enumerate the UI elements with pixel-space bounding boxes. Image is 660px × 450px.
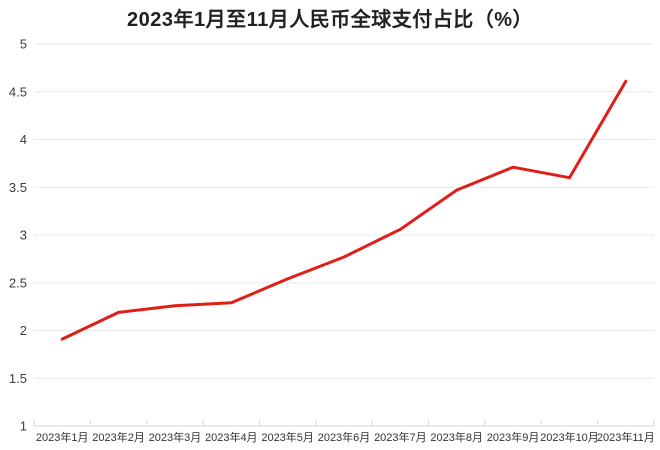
chart-title: 2023年1月至11月人民币全球支付占比（%） <box>126 9 534 31</box>
x-axis-tick-label: 2023年4月 <box>205 430 258 444</box>
x-axis-tick-label: 2023年3月 <box>149 430 202 444</box>
y-axis-tick-label: 2 <box>20 323 27 338</box>
x-axis-tick-label: 2023年6月 <box>318 430 371 444</box>
y-axis-tick-label: 3 <box>20 228 27 243</box>
x-axis-tick-label: 2023年11月 <box>597 430 655 444</box>
x-axis-tick-label: 2023年9月 <box>487 430 540 444</box>
y-axis-tick-label: 5 <box>20 37 27 52</box>
y-axis-tick-label: 3.5 <box>9 180 27 195</box>
series-line-rmb-payment-share <box>60 79 628 341</box>
x-axis-tick-label: 2023年10月 <box>540 430 599 444</box>
x-axis-tick-label: 2023年8月 <box>430 430 483 444</box>
y-axis-tick-label: 1.5 <box>9 371 27 386</box>
y-axis-tick-label: 2.5 <box>9 275 27 290</box>
x-axis-tick-label: 2023年5月 <box>261 430 314 444</box>
x-axis-tick-label: 2023年1月 <box>36 430 89 444</box>
x-axis-tick-label: 2023年7月 <box>374 430 427 444</box>
y-axis-tick-label: 4.5 <box>9 84 27 99</box>
x-axis-tick-label: 2023年2月 <box>92 430 145 444</box>
y-axis-tick-label: 4 <box>20 132 27 147</box>
y-axis-tick-label: 1 <box>20 419 27 434</box>
